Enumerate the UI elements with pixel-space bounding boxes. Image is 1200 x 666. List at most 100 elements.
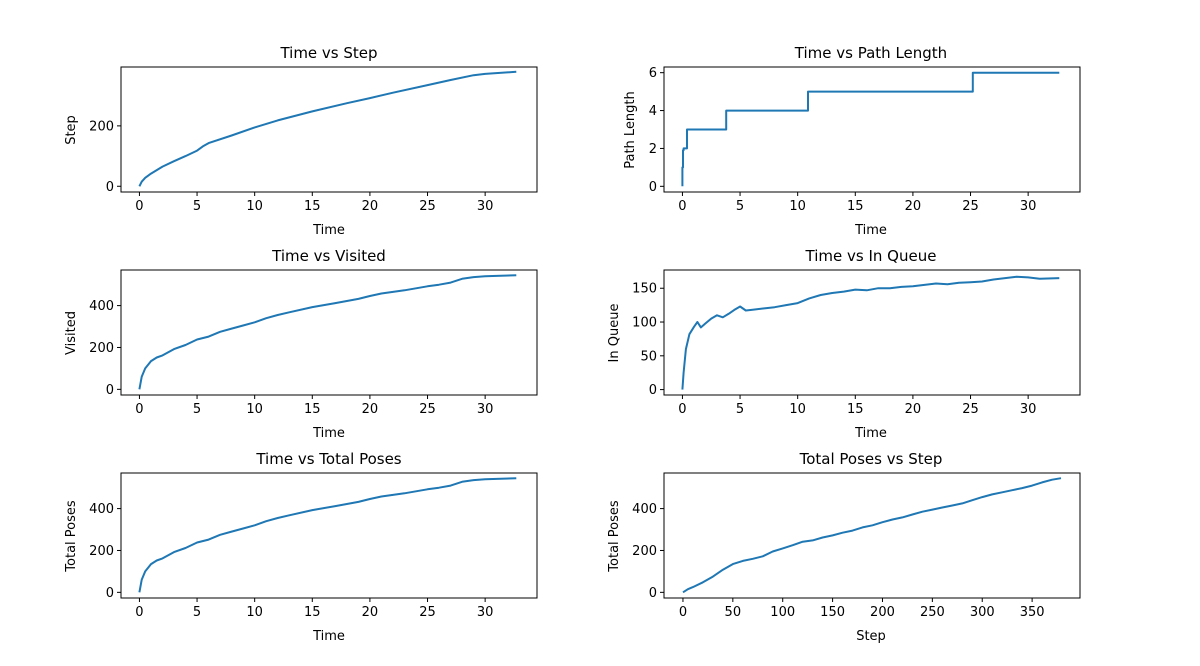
y-tick-label: 6 xyxy=(649,66,657,81)
subplot-total-poses-vs-step: Total Poses vs Step 0 50 100 150 200 250 300 35… xyxy=(607,450,1081,644)
plot-area: 0 5 10 15 20 25 30 0 200 400 xyxy=(89,269,538,417)
y-axis-label: Total Poses xyxy=(607,500,622,573)
x-tick-label: 30 xyxy=(477,199,494,214)
y-axis-label: Total Poses xyxy=(64,500,79,573)
x-tick-label: 15 xyxy=(847,402,864,417)
x-axis-label: Time xyxy=(854,223,887,238)
y-tick-label: 0 xyxy=(649,383,657,398)
series-line xyxy=(682,477,1062,594)
plot-area: 0 5 10 15 20 25 30 0 2 4 6 xyxy=(649,66,1081,214)
plot-area: 0 5 10 15 20 25 30 0 200 400 xyxy=(89,472,538,620)
x-tick-label: 0 xyxy=(135,402,143,417)
y-tick-label: 400 xyxy=(632,502,657,517)
x-tick-label: 10 xyxy=(789,199,806,214)
x-tick-label: 20 xyxy=(362,402,379,417)
x-tick-label: 5 xyxy=(193,199,201,214)
x-tick-label: 30 xyxy=(1020,199,1037,214)
y-tick-label: 200 xyxy=(632,544,657,559)
subplot-title: Time vs Step xyxy=(279,44,377,62)
plot-area: 0 50 100 150 200 250 300 350 0 200 400 xyxy=(632,472,1081,620)
axes-frame xyxy=(120,66,538,193)
subplot-title: Time vs Visited xyxy=(271,247,386,265)
x-tick-label: 25 xyxy=(962,199,979,214)
x-tick-label: 25 xyxy=(962,402,979,417)
x-tick-label: 25 xyxy=(419,402,436,417)
series-line xyxy=(138,70,517,187)
subplot-time-vs-step: Time vs Step 0 5 10 15 20 25 30 0 200 Time Step xyxy=(64,44,538,238)
x-tick-label: 350 xyxy=(1020,605,1045,620)
y-tick-label: 200 xyxy=(89,341,114,356)
series-line xyxy=(138,477,517,593)
x-tick-label: 5 xyxy=(193,402,201,417)
x-tick-label: 15 xyxy=(847,199,864,214)
x-tick-label: 150 xyxy=(820,605,845,620)
axes-frame xyxy=(663,269,1081,396)
subplot-title: Total Poses vs Step xyxy=(799,450,943,468)
axes-frame xyxy=(663,472,1081,599)
y-tick-label: 400 xyxy=(89,299,114,314)
y-tick-label: 4 xyxy=(649,104,657,119)
subplot-time-vs-total-poses: Time vs Total Poses 0 5 10 15 20 25 300200400 … xyxy=(64,450,538,644)
subplot-title: Time vs Path Length xyxy=(794,44,947,62)
x-tick-label: 20 xyxy=(905,199,922,214)
x-tick-label: 0 xyxy=(135,605,143,620)
y-tick-label: 2 xyxy=(649,142,657,157)
x-tick-label: 10 xyxy=(246,605,263,620)
y-tick-label: 0 xyxy=(106,586,114,601)
x-tick-label: 20 xyxy=(362,605,379,620)
subplot-time-vs-path-length: Time vs Path Length 0 5 10 15 20 25 30 0 2 4 6 Tim… xyxy=(623,44,1081,238)
x-tick-label: 200 xyxy=(870,605,895,620)
series-line xyxy=(681,275,1060,390)
y-tick-label: 50 xyxy=(640,349,657,364)
x-tick-label: 25 xyxy=(419,605,436,620)
axes-frame xyxy=(120,472,538,599)
plot-area: 0 5 10 15 20 25 30 0 50 100 150 xyxy=(632,269,1081,417)
x-tick-label: 30 xyxy=(477,605,494,620)
x-tick-label: 5 xyxy=(736,402,744,417)
subplot-title: Time vs Total Poses xyxy=(255,450,401,468)
x-tick-label: 20 xyxy=(362,199,379,214)
x-axis-label: Time xyxy=(854,426,887,441)
y-tick-label: 200 xyxy=(89,544,114,559)
x-tick-label: 10 xyxy=(246,402,263,417)
y-tick-label: 0 xyxy=(106,180,114,195)
x-tick-label: 5 xyxy=(193,605,201,620)
x-tick-label: 15 xyxy=(304,199,321,214)
y-tick-label: 0 xyxy=(106,383,114,398)
series-line xyxy=(138,274,517,390)
axes-frame xyxy=(663,66,1081,193)
x-tick-label: 300 xyxy=(970,605,995,620)
x-axis-label: Time xyxy=(312,223,345,238)
x-tick-label: 10 xyxy=(246,199,263,214)
y-tick-label: 200 xyxy=(89,119,114,134)
x-tick-label: 50 xyxy=(725,605,742,620)
y-axis-label: In Queue xyxy=(607,304,622,363)
x-tick-label: 30 xyxy=(1020,402,1037,417)
x-tick-label: 0 xyxy=(678,402,686,417)
x-axis-label: Time xyxy=(312,426,345,441)
x-tick-label: 15 xyxy=(304,402,321,417)
x-axis-label: Step xyxy=(856,629,886,644)
x-tick-label: 5 xyxy=(736,199,744,214)
y-tick-label: 100 xyxy=(632,316,657,331)
x-axis-label: Time xyxy=(312,629,345,644)
series-line xyxy=(681,71,1060,187)
subplot-time-vs-visited: Time vs Visited 0 5 10 15 20 25 30 0 200 400 Time… xyxy=(64,247,538,441)
x-tick-label: 250 xyxy=(920,605,945,620)
x-tick-label: 25 xyxy=(419,199,436,214)
x-tick-label: 30 xyxy=(477,402,494,417)
axes-frame xyxy=(120,269,538,396)
x-tick-label: 10 xyxy=(789,402,806,417)
x-tick-label: 0 xyxy=(679,605,687,620)
subplot-title: Time vs In Queue xyxy=(805,247,937,265)
y-tick-label: 0 xyxy=(649,586,657,601)
x-tick-label: 100 xyxy=(770,605,795,620)
y-axis-label: Visited xyxy=(64,311,79,355)
y-axis-label: Path Length xyxy=(623,91,638,169)
y-tick-label: 150 xyxy=(632,282,657,297)
plot-area: 0 5 10 15 20 25 30 0 200 xyxy=(89,66,538,214)
y-tick-label: 0 xyxy=(649,180,657,195)
y-axis-label: Step xyxy=(64,115,79,145)
y-tick-label: 400 xyxy=(89,502,114,517)
